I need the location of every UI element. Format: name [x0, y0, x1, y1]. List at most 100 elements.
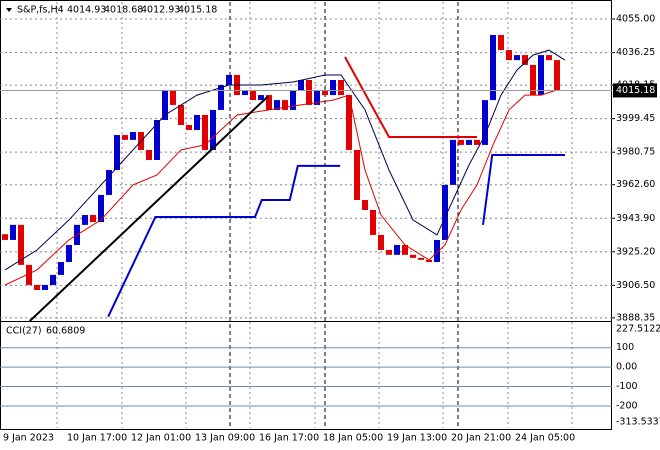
plot-frame [0, 0, 612, 430]
indicator-tick-label: 100 [616, 342, 634, 353]
candle-body [490, 34, 496, 101]
candle-body [218, 85, 224, 110]
candle-body [162, 90, 168, 120]
x-tick-label: 20 Jan 21:00 [451, 433, 511, 444]
candle-body [346, 95, 352, 150]
candle-body [322, 90, 328, 96]
candle-body [466, 139, 472, 145]
candle-body [370, 210, 376, 235]
overlay-line [107, 154, 565, 318]
header-low: 4012.93 [141, 5, 180, 16]
candle-body [82, 215, 88, 225]
candle-body [2, 234, 8, 240]
candle-body [402, 244, 408, 255]
x-tick-label: 12 Jan 01:00 [131, 433, 191, 444]
overlay-line [344, 56, 477, 138]
x-tick-label: 9 Jan 2023 [3, 433, 54, 444]
y-tick-label: 3943.90 [616, 213, 655, 224]
candle-body [410, 254, 416, 258]
indicator-tick-label: -100 [616, 381, 638, 392]
x-tick-label: 19 Jan 13:00 [387, 433, 447, 444]
candle-body [378, 234, 384, 250]
overlay-line [29, 95, 269, 321]
candle-body [90, 215, 96, 223]
candle-body [434, 239, 440, 263]
indicator-tick-label: 0.00 [616, 362, 637, 373]
candle-body [546, 55, 552, 61]
candle-body [482, 100, 488, 145]
candle-body [146, 149, 152, 160]
candle-body [242, 90, 248, 96]
candle-body [106, 170, 112, 195]
candle-body [154, 119, 160, 160]
candle-body [514, 55, 520, 61]
header-high: 4018.68 [104, 5, 143, 16]
candle-body [250, 90, 256, 101]
candle-body [386, 249, 392, 255]
x-tick-label: 13 Jan 09:00 [195, 433, 255, 444]
candle-body [18, 224, 24, 265]
current-price-box [613, 83, 657, 98]
candle-body [394, 244, 400, 255]
candle-body [194, 114, 200, 131]
candle-body [98, 194, 104, 223]
candle-body [122, 135, 128, 140]
indicator-tick-label: -313.5337 [616, 417, 660, 428]
candle-body [538, 55, 544, 96]
candle-body [442, 184, 448, 240]
candle-body [58, 262, 64, 275]
y-tick-label: 3980.75 [616, 147, 655, 158]
candle-body [178, 104, 184, 126]
candle-body [274, 100, 280, 110]
y-tick-label: 3962.60 [616, 179, 655, 190]
header-open: 4014.93 [67, 5, 106, 16]
overlay-line [4, 89, 558, 286]
candle-body [210, 109, 216, 150]
candle-body [426, 259, 432, 263]
candle-body [362, 199, 368, 211]
candle-body [418, 257, 424, 260]
indicator-title: CCI(27) [6, 326, 42, 337]
y-tick-label: 3925.20 [616, 246, 655, 257]
candle-body [338, 80, 344, 96]
candle-body [506, 50, 512, 61]
candle-body [10, 224, 16, 240]
x-tick-label: 16 Jan 17:00 [259, 433, 319, 444]
candle-body [314, 90, 320, 105]
y-tick-label: 4055.00 [616, 14, 655, 25]
candle-body [498, 34, 504, 51]
indicator-tick-label: -200 [616, 400, 638, 411]
candle-body [530, 64, 536, 96]
x-tick-label: 24 Jan 05:00 [515, 433, 575, 444]
candle-body [50, 274, 56, 285]
candle-body [474, 139, 480, 145]
candle-body [26, 264, 32, 285]
candle-body [306, 80, 312, 105]
candle-body [330, 80, 336, 96]
candle-body [258, 95, 264, 101]
candle-body [130, 132, 136, 140]
candle-body [186, 125, 192, 131]
candle-body [114, 135, 120, 171]
chart-title: S&P,fs,H4 [17, 5, 64, 16]
candle-body [66, 244, 72, 263]
candle-body [522, 55, 528, 65]
indicator-value: 60.6809 [46, 326, 85, 337]
candle-body [354, 149, 360, 200]
candle-body [458, 139, 464, 145]
menu-arrow[interactable] [6, 8, 12, 12]
indicator-tick-label: 227.5122 [616, 324, 660, 335]
x-tick-label: 10 Jan 17:00 [67, 433, 127, 444]
candle-body [298, 80, 304, 91]
y-tick-label: 3906.50 [616, 280, 655, 291]
x-tick-label: 18 Jan 05:00 [323, 433, 383, 444]
candle-body [290, 90, 296, 110]
candle-body [226, 74, 232, 86]
candle-body [266, 95, 272, 110]
candle-body [42, 284, 48, 290]
candle-body [34, 284, 40, 290]
current-price-label: 4015.18 [616, 85, 655, 96]
candle-body [450, 139, 456, 185]
y-tick-label: 3999.45 [616, 113, 655, 124]
